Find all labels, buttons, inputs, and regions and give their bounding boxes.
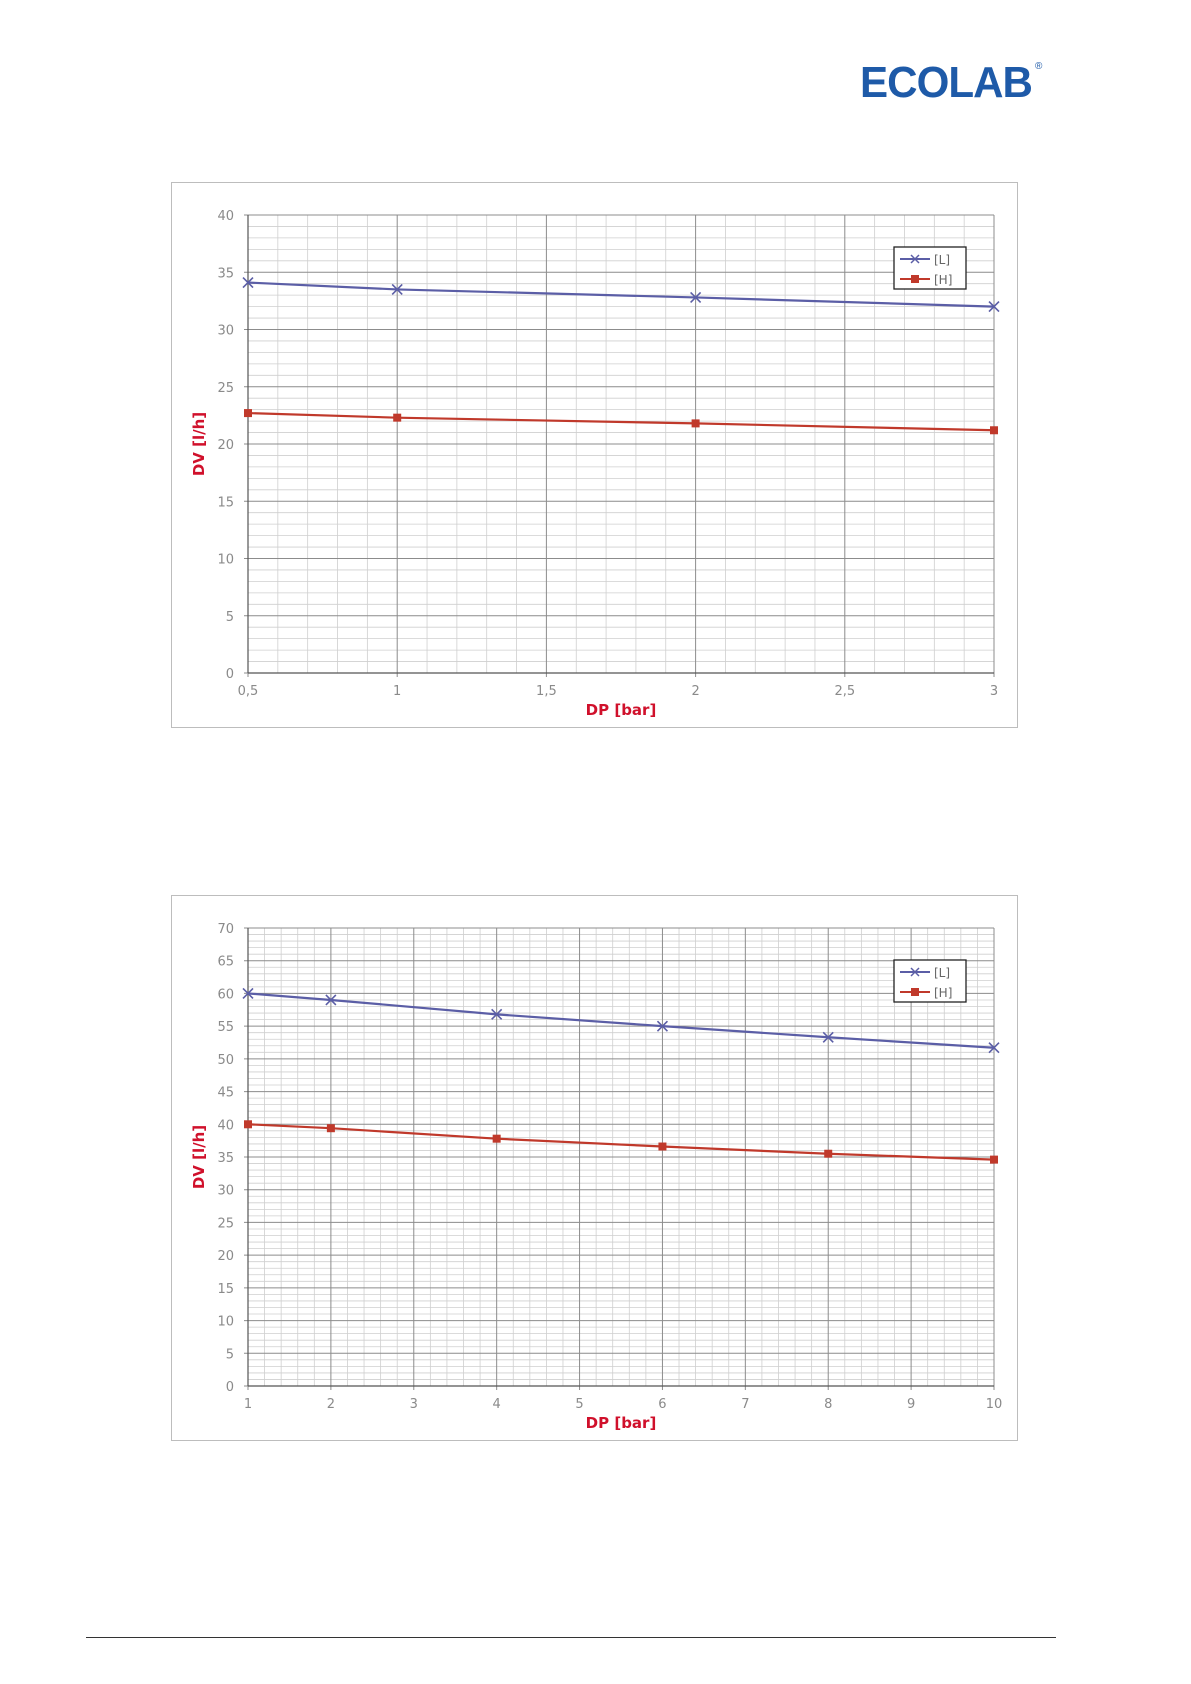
chart-2-x-tick-label: 7 (741, 1397, 749, 1412)
chart-1-legend: [L] [H] (893, 246, 967, 290)
chart-1-series-H-line (247, 411, 995, 432)
chart-1-y-tick-label: 30 (217, 324, 234, 339)
logo-text: ECOLAB (860, 58, 1032, 105)
chart-2-y-tick-label: 25 (217, 1216, 234, 1231)
chart-2-y-tick-label: 35 (217, 1151, 234, 1166)
logo-registered-mark: ® (1035, 61, 1043, 72)
chart-1-series-L-point (242, 276, 254, 289)
chart-1-x-tick-label: 3 (990, 684, 998, 699)
chart-2-series-L-point (491, 1008, 503, 1020)
chart-1-x-tick-label: 1 (393, 684, 401, 699)
chart-2-legend-entry-L-marker (910, 967, 920, 977)
chart-2-series-L-point (325, 994, 337, 1006)
chart-2-series-L-point (988, 1042, 1000, 1054)
chart-1-y-tick-label: 20 (217, 438, 234, 453)
chart-2-x-tick-label: 9 (907, 1397, 915, 1412)
chart-flow-vs-pressure-low-range: 0,5 1 1,5 2 2,5 3 0 5 10 15 20 25 30 35 40 DP [bar] DV [… (171, 182, 1018, 728)
chart-2-legend-entry-H-marker (911, 988, 919, 996)
chart-2-series-H-point (658, 1142, 667, 1151)
chart-2-x-tick-label: 2 (327, 1397, 335, 1412)
footer-rule (86, 1637, 1056, 1638)
chart-2-legend: [L] [H] (893, 959, 967, 1003)
chart-1-y-tick-label: 0 (226, 667, 234, 682)
chart-2-y-tick-label: 0 (226, 1380, 234, 1395)
chart-2-grid (244, 927, 995, 1390)
chart-2-series-L-point (242, 987, 254, 999)
chart-2-series-L-point (822, 1031, 834, 1043)
chart-2-x-tick-label: 3 (410, 1397, 418, 1412)
chart-1-y-tick-label: 35 (217, 266, 234, 281)
chart-2-y-tick-label: 20 (217, 1249, 234, 1264)
chart-2-y-tick-label: 40 (217, 1118, 234, 1133)
chart-1-y-tick-label: 5 (226, 610, 234, 625)
chart-1-y-axis-title: DV [l/h] (190, 412, 208, 476)
chart-2-y-tick-label: 65 (217, 955, 234, 970)
chart-2-x-tick-label: 8 (824, 1397, 832, 1412)
chart-2-series-H-line (247, 1123, 995, 1161)
chart-2-legend-entry-L-label: [L] (934, 966, 950, 980)
chart-1-x-axis-title: DP [bar] (586, 701, 657, 719)
chart-2-y-axis-title: DV [l/h] (190, 1125, 208, 1189)
chart-2-series-H-point (492, 1134, 501, 1143)
chart-2-x-tick-label: 10 (986, 1397, 1003, 1412)
chart-1-series-H-point (393, 413, 402, 422)
chart-1-series-H-point (244, 409, 252, 418)
chart-2-series-H-point (326, 1124, 335, 1133)
chart-2-y-tick-label: 10 (217, 1315, 234, 1330)
chart-2-series-H-point (244, 1120, 252, 1129)
chart-1-series-L-point (391, 283, 403, 295)
chart-1-series-L-point (690, 291, 702, 304)
chart-2-series-L-line (247, 992, 995, 1049)
chart-1-y-tick-label: 15 (217, 495, 234, 510)
chart-2-series-L-point (656, 1020, 669, 1032)
chart-2-x-tick-label: 1 (244, 1397, 252, 1412)
chart-2-legend-entry-H-label: [H] (934, 986, 952, 1000)
chart-1-x-tick-label: 2 (691, 684, 699, 699)
chart-1-legend-box (893, 246, 967, 290)
chart-1-y-tick-label: 40 (217, 209, 234, 224)
chart-2-x-tick-label: 5 (575, 1397, 583, 1412)
chart-1-legend-entry-H-label: [H] (934, 273, 952, 287)
chart-2-x-tick-label: 4 (493, 1397, 501, 1412)
chart-2-y-tick-label: 60 (217, 987, 234, 1002)
chart-2-svg: 1 2 3 4 5 6 7 8 9 100510152025303540455055606570D… (190, 922, 1003, 1432)
chart-2-y-tick-label: 15 (217, 1282, 234, 1297)
chart-1-series-L-point (988, 301, 1000, 313)
chart-1-y-tick-label: 10 (217, 553, 234, 568)
chart-2-x-tick-label: 6 (658, 1397, 666, 1412)
chart-1-legend-entry-L-label: [L] (934, 253, 950, 267)
chart-2-series-H-point (990, 1155, 998, 1164)
chart-1-y-tick-label: 25 (217, 381, 234, 396)
chart-1-series-H-point (990, 426, 998, 435)
chart-1-x-tick-label: 0,5 (238, 684, 259, 699)
chart-1-x-tick-label: 2,5 (834, 684, 855, 699)
chart-2-series-H-point (824, 1149, 833, 1158)
chart-2-legend-box (893, 959, 967, 1003)
chart-1-legend-entry-H-marker (911, 275, 919, 283)
chart-2-y-tick-label: 45 (217, 1086, 234, 1101)
chart-2-y-tick-label: 50 (217, 1053, 234, 1068)
chart-1-series-L-line (247, 281, 995, 308)
chart-1-legend-entry-L-marker (910, 254, 920, 264)
chart-2-y-tick-label: 70 (217, 922, 234, 937)
chart-2-y-tick-label: 5 (226, 1347, 234, 1362)
chart-2-x-axis-title: DP [bar] (586, 1414, 657, 1432)
chart-flow-vs-pressure-high-range: 1 2 3 4 5 6 7 8 9 10 0 5 10 15 20 25 30 35 40 45 50 55 60 65 70 D… (171, 895, 1018, 1441)
chart-2-y-tick-label: 55 (217, 1020, 234, 1035)
chart-2-y-tick-label: 30 (217, 1184, 234, 1199)
chart-1-grid (244, 214, 995, 677)
ecolab-logo: ECOLAB ® (860, 58, 1043, 105)
chart-1-series-H-point (691, 419, 700, 428)
chart-1-x-tick-label: 1,5 (536, 684, 557, 699)
